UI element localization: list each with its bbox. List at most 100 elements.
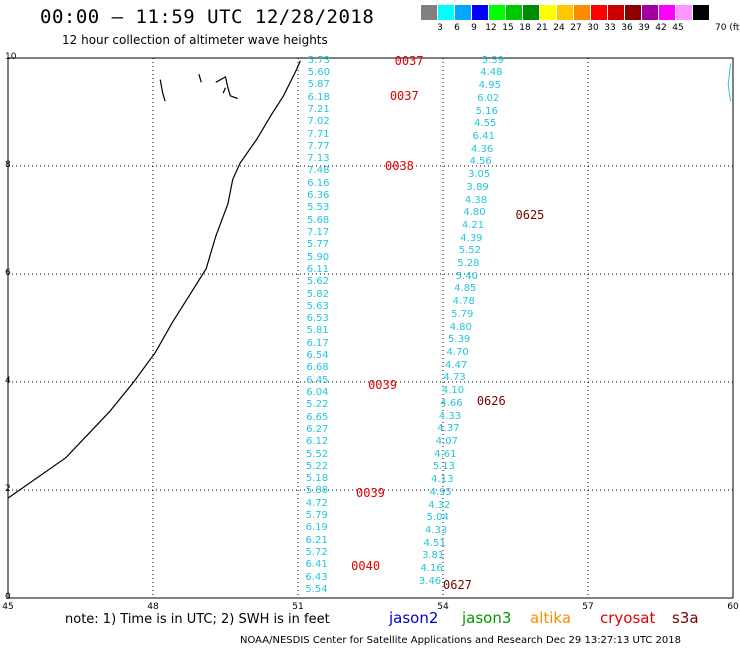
lat-tick-label: 8 xyxy=(5,160,11,170)
swh-value-west: 7.21 xyxy=(307,103,330,115)
island-outline xyxy=(215,75,238,100)
satellite-s3a: s3a xyxy=(672,609,699,627)
legend-unit-label: 70 (ft) xyxy=(715,23,740,33)
swh-value-west: 6.18 xyxy=(307,91,330,103)
swh-value-west: 5.87 xyxy=(307,79,330,91)
legend-swatch xyxy=(540,5,557,20)
swh-value-east: 4.61 xyxy=(434,448,457,460)
swh-value-west: 5.68 xyxy=(307,214,330,226)
time-label: 0626 xyxy=(476,393,506,408)
swh-value-west: 5.82 xyxy=(306,288,329,300)
lat-tick-label: 2 xyxy=(5,484,11,494)
coastline xyxy=(7,60,301,499)
swh-value-east: 5.28 xyxy=(457,258,480,270)
swh-value-west: 6.36 xyxy=(307,190,330,202)
lon-tick-label: 45 xyxy=(2,602,14,612)
swh-value-west: 5.88 xyxy=(305,485,329,497)
coastline-east xyxy=(727,63,732,102)
swh-value-east: 3.46 xyxy=(418,575,442,587)
swh-value-west: 5.60 xyxy=(307,67,330,78)
legend-swatch xyxy=(489,5,506,20)
credit-line: NOAA/NESDIS Center for Satellite Applica… xyxy=(240,635,682,646)
legend-label: 24 xyxy=(553,23,565,33)
swh-value-west: 4.72 xyxy=(305,497,328,509)
legend-label: 45 xyxy=(672,23,684,33)
swh-value-east: 5.40 xyxy=(455,270,478,282)
swh-value-west: 5.77 xyxy=(306,239,330,251)
swh-value-west: 5.62 xyxy=(306,276,329,288)
grid-lines xyxy=(8,58,733,598)
swh-value-east: 5.16 xyxy=(475,105,498,117)
swh-value-east: 4.21 xyxy=(461,219,485,231)
legend-swatch xyxy=(693,5,710,20)
swh-value-east: 4.32 xyxy=(428,499,451,511)
legend-swatch xyxy=(523,5,540,20)
lat-tick-label: 6 xyxy=(5,268,11,278)
legend-label: 15 xyxy=(502,23,514,33)
swh-value-west: 5.18 xyxy=(305,473,329,485)
island-outline xyxy=(198,74,202,83)
swh-value-east: 4.73 xyxy=(443,372,466,384)
legend-swatch xyxy=(455,5,472,20)
satellite-jason2: jason2 xyxy=(389,609,439,627)
legend-swatch xyxy=(472,5,489,20)
lon-tick-label: 51 xyxy=(292,602,304,612)
lat-tick-label: 4 xyxy=(5,376,11,386)
legend-label: 27 xyxy=(570,23,582,33)
swh-value-east: 4.47 xyxy=(444,359,468,371)
time-label: 0037 xyxy=(389,88,419,103)
time-label: 0037 xyxy=(394,53,424,68)
legend-swatch xyxy=(506,5,523,20)
swh-value-west: 6.21 xyxy=(305,534,328,546)
swh-value-east: 4.85 xyxy=(454,283,477,295)
swh-value-east: 5.39 xyxy=(448,334,471,346)
swh-value-east: 4.95 xyxy=(429,486,452,498)
swh-value-west: 5.73 xyxy=(307,54,331,66)
time-label: 0627 xyxy=(443,577,472,592)
swh-value-east: 3.89 xyxy=(466,181,489,193)
swh-value-east: 4.56 xyxy=(469,156,492,168)
legend-swatch xyxy=(438,5,455,20)
swh-value-west: 5.79 xyxy=(305,510,328,522)
lon-tick-label: 57 xyxy=(582,602,594,612)
island-outline xyxy=(159,79,166,102)
swh-value-west: 7.17 xyxy=(306,226,330,238)
swh-value-east: 6.02 xyxy=(477,92,500,104)
swh-value-east: 5.39 xyxy=(481,54,505,66)
swh-value-east: 4.70 xyxy=(446,347,469,359)
swh-value-east: 5.52 xyxy=(458,245,482,257)
lon-tick-label: 60 xyxy=(727,602,739,612)
swh-value-west: 5.52 xyxy=(305,448,329,460)
legend-label: 36 xyxy=(621,23,633,33)
swh-value-east: 4.33 xyxy=(438,410,462,422)
swh-value-west: 7.02 xyxy=(307,116,330,128)
swh-value-east: 6.41 xyxy=(472,130,495,142)
legend-swatch xyxy=(421,5,438,20)
swh-value-east: 4.13 xyxy=(431,474,454,486)
legend-label: 18 xyxy=(519,23,531,33)
legend-label: 42 xyxy=(655,23,667,33)
legend-label: 33 xyxy=(604,23,616,33)
legend-label: 9 xyxy=(471,23,477,33)
lon-tick-label: 54 xyxy=(437,602,449,612)
swh-value-west: 6.12 xyxy=(306,436,329,448)
swh-value-west: 6.53 xyxy=(306,313,329,325)
time-label: 0040 xyxy=(351,558,381,573)
legend-swatch xyxy=(574,5,591,20)
legend-swatch xyxy=(608,5,625,20)
legend-label: 3 xyxy=(437,23,443,33)
swh-value-west: 5.72 xyxy=(305,546,328,558)
swh-value-east: 5.13 xyxy=(432,461,455,473)
swh-value-west: 6.17 xyxy=(306,337,329,349)
swh-value-west: 5.53 xyxy=(307,202,330,214)
time-label: 0038 xyxy=(385,159,414,173)
legend-swatch xyxy=(557,5,574,20)
map-subtitle: 12 hour collection of altimeter wave hei… xyxy=(62,33,328,47)
swh-value-east: 4.51 xyxy=(423,537,446,549)
swh-value-east: 5.04 xyxy=(426,512,449,524)
swh-value-west: 6.54 xyxy=(306,350,329,362)
swh-value-west: 6.43 xyxy=(305,571,328,583)
swh-value-east: 4.36 xyxy=(471,143,494,155)
lat-tick-label: 0 xyxy=(5,592,11,602)
